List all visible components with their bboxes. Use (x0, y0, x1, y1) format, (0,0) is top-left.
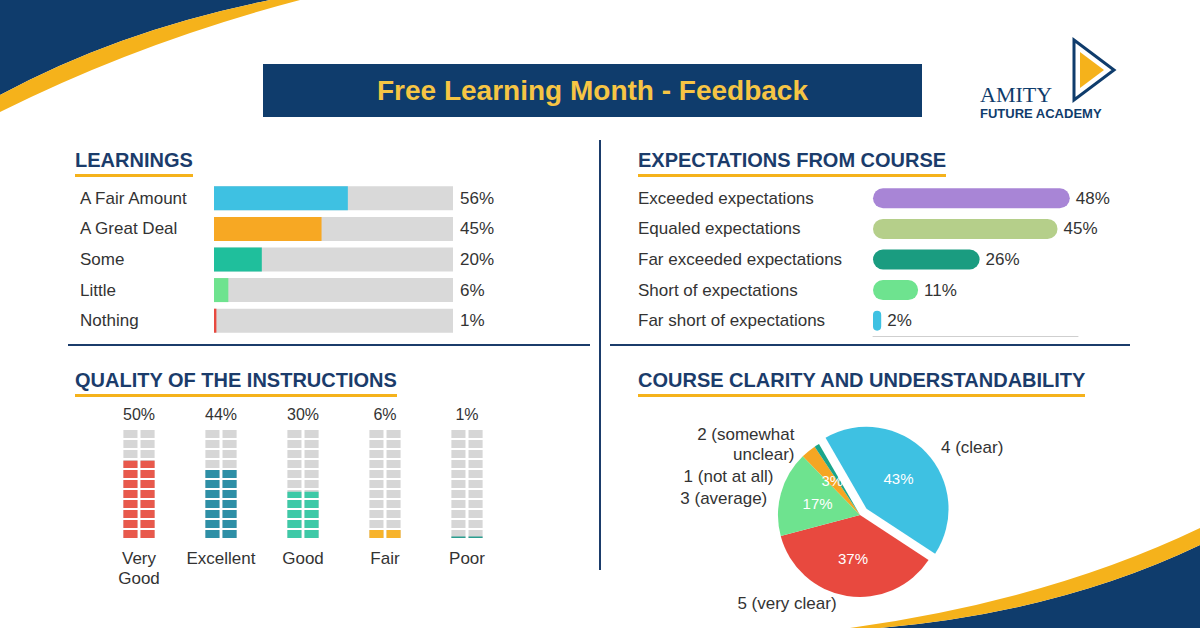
html-text:Free Learning Month - Feedback: Free Learning Month - Feedback (377, 75, 808, 106)
svg-text:Good: Good (118, 569, 160, 588)
svg-text:2%: 2% (887, 311, 912, 330)
html-text:EXPECTATIONS FROM COURSE: EXPECTATIONS FROM COURSE (638, 149, 947, 171)
svg-text:3%: 3% (822, 472, 844, 489)
svg-text:Exceeded expectations: Exceeded expectations (638, 189, 814, 208)
svg-text:Far exceeded expectations: Far exceeded expectations (638, 250, 842, 269)
svg-text:Nothing: Nothing (80, 311, 139, 330)
svg-text:30%: 30% (287, 406, 319, 423)
svg-text:43%: 43% (884, 470, 914, 487)
svg-text:44%: 44% (205, 406, 237, 423)
svg-text:11%: 11% (924, 281, 957, 300)
svg-text:6%: 6% (460, 281, 485, 300)
svg-text:1%: 1% (460, 311, 485, 330)
svg-text:Short of expectations: Short of expectations (638, 281, 798, 300)
svg-text:50%: 50% (123, 406, 155, 423)
svg-text:FUTURE ACADEMY: FUTURE ACADEMY (980, 106, 1102, 121)
svg-text:45%: 45% (1064, 219, 1098, 238)
html-text:COURSE CLARITY AND UNDERSTANDA: COURSE CLARITY AND UNDERSTANDABILITY (638, 369, 1086, 391)
svg-text:Far short of expectations: Far short of expectations (638, 311, 825, 330)
svg-text:AMITY: AMITY (980, 82, 1052, 107)
svg-text:56%: 56% (460, 189, 494, 208)
svg-text:Little: Little (80, 281, 116, 300)
svg-text:Good: Good (282, 549, 324, 568)
svg-text:Fair: Fair (370, 549, 400, 568)
svg-text:1 (not at all): 1 (not at all) (684, 467, 774, 486)
svg-text:20%: 20% (460, 250, 494, 269)
svg-text:1%: 1% (455, 406, 478, 423)
svg-text:Very: Very (122, 549, 157, 568)
svg-text:45%: 45% (460, 219, 494, 238)
svg-text:5 (very clear): 5 (very clear) (737, 594, 836, 613)
svg-text:unclear): unclear) (733, 445, 794, 464)
svg-text:17%: 17% (803, 495, 833, 512)
svg-text:A Great Deal: A Great Deal (80, 219, 177, 238)
html-text:LEARNINGS: LEARNINGS (75, 149, 193, 171)
svg-text:A Fair Amount: A Fair Amount (80, 189, 187, 208)
svg-text:26%: 26% (986, 250, 1020, 269)
svg-text:48%: 48% (1076, 189, 1110, 208)
svg-text:3 (average): 3 (average) (680, 489, 767, 508)
svg-text:2 (somewhat: 2 (somewhat (697, 425, 795, 444)
svg-text:6%: 6% (373, 406, 396, 423)
svg-text:37%: 37% (838, 550, 868, 567)
svg-text:Excellent: Excellent (187, 549, 256, 568)
svg-text:4 (clear): 4 (clear) (941, 438, 1003, 457)
svg-text:Some: Some (80, 250, 124, 269)
html-text:QUALITY OF THE INSTRUCTIONS: QUALITY OF THE INSTRUCTIONS (75, 369, 397, 391)
svg-text:Poor: Poor (449, 549, 485, 568)
svg-text:Equaled expectations: Equaled expectations (638, 219, 801, 238)
